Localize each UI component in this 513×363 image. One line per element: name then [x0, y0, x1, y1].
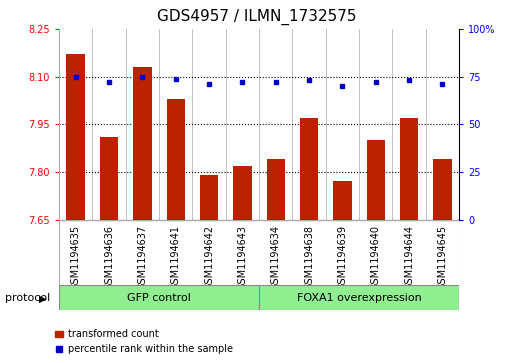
Bar: [167, 99, 185, 220]
Bar: [133, 67, 151, 220]
Text: GSM1194640: GSM1194640: [371, 225, 381, 290]
Text: GSM1194638: GSM1194638: [304, 225, 314, 290]
Bar: [59, 285, 259, 310]
Text: GSM1194645: GSM1194645: [438, 225, 447, 290]
Text: GSM1194636: GSM1194636: [104, 225, 114, 290]
Bar: [267, 159, 285, 220]
Bar: [200, 175, 218, 220]
Text: GSM1194641: GSM1194641: [171, 225, 181, 290]
Legend: transformed count, percentile rank within the sample: transformed count, percentile rank withi…: [51, 326, 236, 358]
Bar: [400, 118, 418, 220]
Bar: [259, 285, 459, 310]
Text: GSM1194639: GSM1194639: [338, 225, 347, 290]
Text: GFP control: GFP control: [127, 293, 191, 303]
Bar: [233, 166, 251, 220]
Bar: [433, 159, 451, 220]
Text: GSM1194642: GSM1194642: [204, 225, 214, 290]
Text: protocol: protocol: [5, 293, 50, 303]
Bar: [333, 182, 351, 220]
Text: FOXA1 overexpression: FOXA1 overexpression: [297, 293, 422, 303]
Bar: [67, 54, 85, 220]
Text: GSM1194644: GSM1194644: [404, 225, 414, 290]
Text: ▶: ▶: [39, 293, 46, 303]
Text: GSM1194643: GSM1194643: [238, 225, 247, 290]
Bar: [100, 137, 118, 220]
Bar: [367, 140, 385, 220]
Text: GDS4957 / ILMN_1732575: GDS4957 / ILMN_1732575: [157, 9, 356, 25]
Text: GSM1194637: GSM1194637: [137, 225, 147, 290]
Text: GSM1194635: GSM1194635: [71, 225, 81, 290]
Bar: [300, 118, 318, 220]
Text: GSM1194634: GSM1194634: [271, 225, 281, 290]
